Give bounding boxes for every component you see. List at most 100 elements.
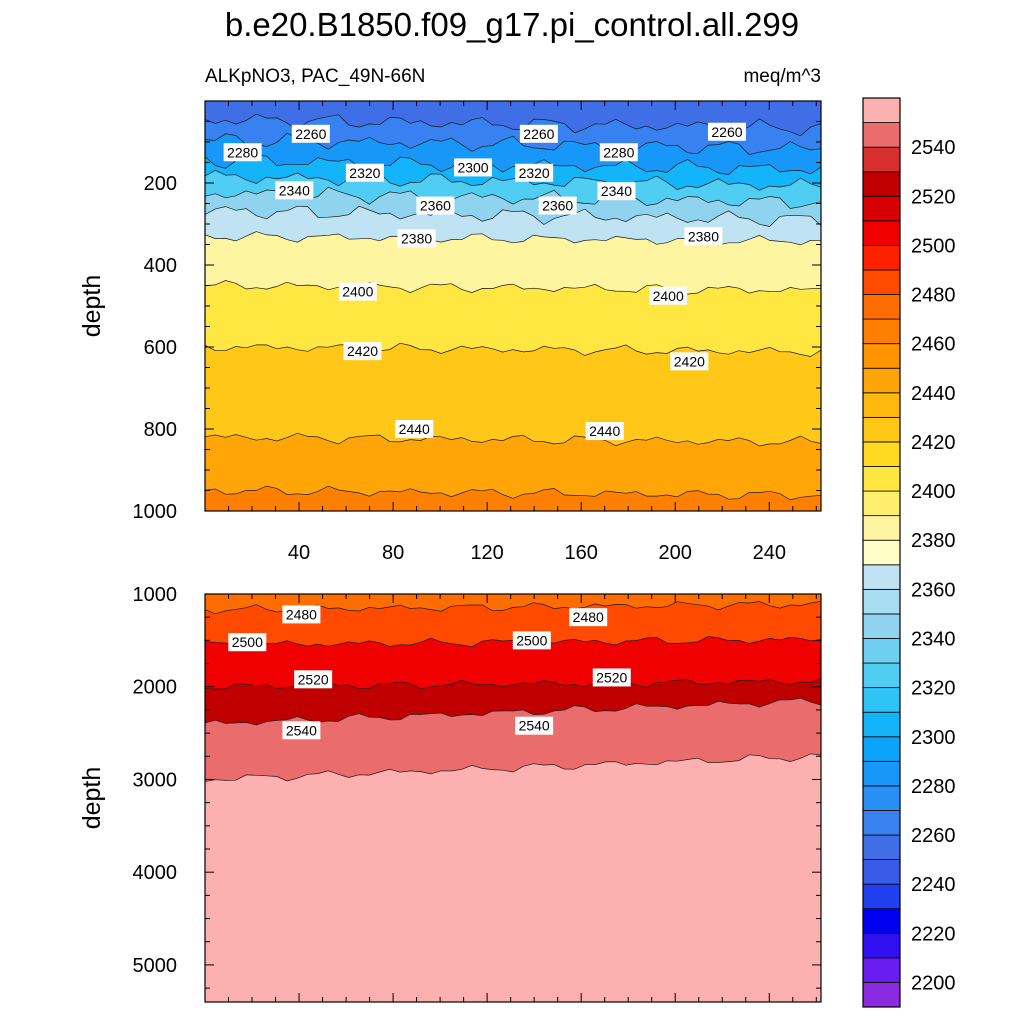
contour-label: 2360 [538,196,577,215]
svg-text:2260: 2260 [711,124,742,140]
colorbar-swatch [862,588,901,615]
colorbar-tick-label: 2240 [911,874,956,896]
colorbar-tick-label: 2360 [911,579,956,601]
colorbar: 2200 2220 2240 2260 2280 2300 2320 2340 2360 2380… [862,97,956,1008]
contour-label: 2380 [397,229,436,248]
svg-text:2320: 2320 [349,165,380,181]
y-tick-label: 400 [144,255,177,277]
colorbar-swatch [862,785,901,811]
svg-text:2340: 2340 [279,182,310,198]
y-tick-label: 200 [144,173,177,195]
contour-line-2300 [205,154,821,175]
colorbar-swatch [862,195,901,222]
x-tick-label: 80 [382,542,404,564]
colorbar-swatch [862,97,901,123]
contour-label: 2400 [338,282,377,301]
chart-units-label: meq/m^3 [743,66,821,87]
y-axis-label: depth [78,767,106,830]
contour-label: 2500 [512,631,551,650]
colorbar-swatch [862,736,901,762]
colorbar-tick-label: 2260 [911,825,956,847]
svg-text:2520: 2520 [596,669,627,685]
contour-label: 2300 [454,158,493,177]
colorbar-swatch [862,245,901,271]
svg-text:2340: 2340 [601,183,632,199]
contour-line-2460 [205,485,821,501]
colorbar-swatch [862,711,901,738]
colorbar-tick-label: 2340 [911,628,956,650]
contour-label: 2540 [515,716,554,735]
contour-band-2550 [205,753,821,1002]
y-axis-label: depth [78,275,106,338]
contour-label: 2260 [519,124,558,143]
colorbar-tick-label: 2280 [911,776,956,798]
contour-label: 2500 [228,633,267,652]
colorbar-swatch [862,441,901,467]
colorbar-swatch [862,932,901,959]
svg-text:2380: 2380 [401,230,432,246]
svg-text:2320: 2320 [519,165,550,181]
contour-label: 2420 [670,352,709,371]
colorbar-swatch [862,269,901,295]
contour-label: 2480 [569,608,608,627]
colorbar-swatch [862,318,901,345]
colorbar-swatch [862,613,901,639]
colorbar-swatch [862,367,901,394]
colorbar-swatch [862,859,901,885]
contour-label: 2520 [294,670,333,689]
svg-text:2280: 2280 [227,144,258,160]
colorbar-swatch [862,392,901,418]
y-tick-label: 5000 [133,955,178,977]
colorbar-tick-label: 2320 [911,678,956,700]
svg-text:2400: 2400 [342,284,373,300]
svg-text:2280: 2280 [603,144,634,160]
svg-text:2360: 2360 [420,198,451,214]
colorbar-swatch [862,662,901,689]
svg-text:2500: 2500 [516,632,547,648]
contour-label: 2320 [345,163,384,182]
contour-label: 2260 [291,124,330,143]
colorbar-tick-label: 2500 [911,235,956,257]
colorbar-tick-label: 2220 [911,923,956,945]
colorbar-swatch [862,760,901,787]
colorbar-swatch [862,171,901,197]
contour-line-2540 [205,697,821,726]
colorbar-swatch [862,466,901,492]
colorbar-tick-label: 2300 [911,727,956,749]
contour-label: 2320 [515,163,554,182]
svg-text:2380: 2380 [688,228,719,244]
colorbar-tick-label: 2440 [911,383,956,405]
contour-label: 2280 [599,143,638,162]
x-tick-label: 240 [753,542,786,564]
x-tick-label: 120 [470,542,503,564]
contour-line-2440 [205,432,821,447]
x-tick-label: 200 [659,542,692,564]
colorbar-swatch [862,515,901,541]
svg-text:2420: 2420 [674,353,705,369]
colorbar-tick-label: 2460 [911,334,956,356]
contour-line-2360 [205,205,821,227]
y-tick-label: 800 [144,419,177,441]
colorbar-swatch [862,343,901,369]
colorbar-tick-label: 2480 [911,285,956,307]
svg-text:2260: 2260 [295,126,326,142]
upper-depth-panel: 2260 2260 2260 2280 2280 2300 2320 2320 2340 2340… [78,100,822,564]
colorbar-tick-label: 2380 [911,530,956,552]
svg-text:2260: 2260 [523,126,554,142]
chart-variable-label: ALKpNO3, PAC_49N-66N [205,66,425,87]
colorbar-tick-label: 2420 [911,432,956,454]
colorbar-swatch [862,957,901,983]
y-tick-label: 1000 [133,584,178,606]
y-tick-label: 1000 [133,501,178,523]
colorbar-swatch [862,416,901,443]
contour-band-2440 [205,433,821,511]
contour-label: 2440 [395,420,434,438]
svg-text:2440: 2440 [399,421,430,437]
colorbar-swatch [862,122,901,148]
svg-text:2420: 2420 [347,343,378,359]
colorbar-swatch [862,687,901,713]
svg-text:2500: 2500 [232,634,263,650]
svg-text:2480: 2480 [573,609,604,625]
chart-title: b.e20.B1850.f09_g17.pi_control.all.299 [225,6,799,43]
colorbar-swatch [862,564,901,590]
